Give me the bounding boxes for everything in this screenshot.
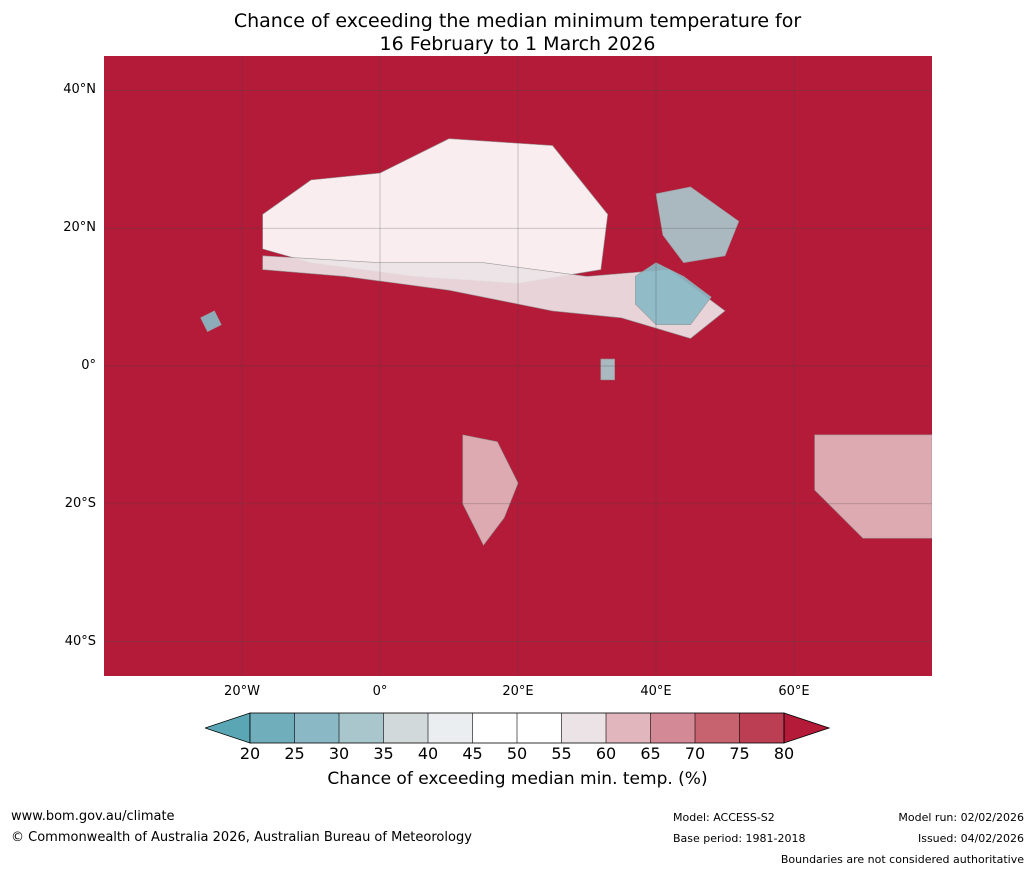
latitude-label: 40°S bbox=[64, 633, 96, 649]
colorbar-bin bbox=[250, 713, 295, 743]
colorbar-tick: 80 bbox=[773, 744, 795, 763]
colorbar-bin bbox=[650, 713, 695, 743]
base-period: Base period: 1981-2018 bbox=[673, 832, 806, 845]
issued-date: Issued: 04/02/2026 bbox=[917, 832, 1024, 845]
colorbar-tick: 75 bbox=[729, 744, 750, 763]
temperature-map bbox=[104, 56, 932, 676]
colorbar-tick: 50 bbox=[506, 744, 528, 763]
latitude-label: 0° bbox=[81, 358, 96, 373]
colorbar-bin bbox=[695, 713, 740, 743]
colorbar-tick: 70 bbox=[684, 744, 706, 763]
longitude-label: 0° bbox=[372, 684, 388, 699]
title-line-1: Chance of exceeding the median minimum t… bbox=[233, 10, 802, 32]
colorbar-bin bbox=[739, 713, 784, 743]
colorbar-tick: 40 bbox=[417, 744, 439, 763]
probability-region bbox=[814, 434, 932, 539]
colorbar-tick: 20 bbox=[239, 744, 261, 763]
probability-region bbox=[655, 186, 740, 264]
colorbar-high-extension bbox=[783, 712, 830, 744]
colorbar-tick: 65 bbox=[640, 744, 661, 763]
colorbar-bin bbox=[606, 713, 651, 743]
latitude-label: 20°N bbox=[63, 220, 96, 236]
colorbar-tick: 45 bbox=[462, 744, 483, 763]
probability-region bbox=[262, 255, 726, 339]
model-run-date: Model run: 02/02/2026 bbox=[898, 811, 1024, 824]
longitude-label: 20°W bbox=[224, 684, 260, 699]
colorbar-tick: 25 bbox=[284, 744, 305, 763]
colorbar-tick: 30 bbox=[328, 744, 350, 763]
longitude-label: 20°E bbox=[502, 684, 534, 699]
probability-region bbox=[462, 434, 519, 546]
longitude-label: 60°E bbox=[778, 684, 810, 699]
boundary-disclaimer: Boundaries are not considered authoritat… bbox=[780, 853, 1024, 866]
colorbar-bin bbox=[383, 713, 428, 743]
colorbar-bin bbox=[472, 713, 517, 743]
colorbar-outline bbox=[249, 712, 785, 744]
longitude-label: 40°E bbox=[640, 684, 672, 699]
probability-region bbox=[600, 358, 615, 381]
colorbar-bin bbox=[561, 713, 606, 743]
colorbar-bin bbox=[428, 713, 473, 743]
copyright-notice: © Commonwealth of Australia 2026, Austra… bbox=[11, 830, 472, 845]
latitude-label: 40°N bbox=[63, 82, 96, 98]
colorbar-label: Chance of exceeding median min. temp. (%… bbox=[327, 769, 708, 789]
latitude-label: 20°S bbox=[64, 495, 96, 511]
map-title: Chance of exceeding the median minimum t… bbox=[0, 10, 1035, 56]
colorbar-bin bbox=[339, 713, 384, 743]
colorbar-bin bbox=[517, 713, 562, 743]
title-line-2: 16 February to 1 March 2026 bbox=[379, 33, 656, 55]
website-link[interactable]: www.bom.gov.au/climate bbox=[11, 809, 175, 824]
probability-region bbox=[200, 310, 222, 333]
colorbar-tick: 55 bbox=[551, 744, 572, 763]
model-name: Model: ACCESS-S2 bbox=[673, 811, 775, 824]
colorbar-low-extension bbox=[205, 712, 251, 744]
probability-region bbox=[634, 262, 712, 326]
colorbar bbox=[205, 712, 830, 744]
colorbar-tick: 35 bbox=[373, 744, 394, 763]
colorbar-bin bbox=[294, 713, 339, 743]
colorbar-tick: 60 bbox=[595, 744, 617, 763]
